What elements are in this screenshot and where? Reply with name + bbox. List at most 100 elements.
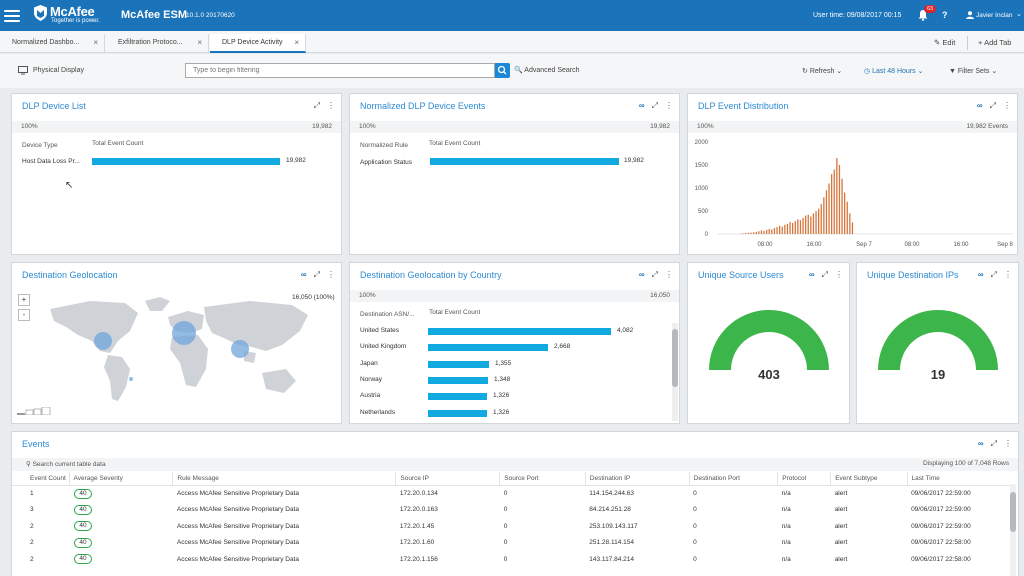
- tab-dlp-device-activity[interactable]: DLP Device Activity ×: [210, 34, 306, 53]
- column-header[interactable]: Source IP: [395, 472, 501, 486]
- distribution-bar[interactable]: [836, 158, 838, 234]
- column-header[interactable]: Total Event Count: [92, 140, 144, 147]
- column-header[interactable]: Last Time: [907, 472, 1010, 486]
- distribution-bar[interactable]: [799, 220, 802, 234]
- column-header[interactable]: Normalized Rule: [360, 142, 409, 149]
- link-icon[interactable]: ∞: [638, 270, 645, 279]
- distribution-bar[interactable]: [755, 231, 757, 234]
- distribution-bar[interactable]: [786, 223, 789, 234]
- distribution-bar[interactable]: [825, 190, 828, 234]
- distribution-bar[interactable]: [815, 211, 817, 234]
- link-icon[interactable]: ∞: [638, 101, 645, 110]
- table-row[interactable]: 2 40 Access McAfee Sensitive Proprietary D…: [12, 551, 1010, 568]
- event-count-bar[interactable]: [92, 158, 280, 165]
- distribution-bar[interactable]: [802, 217, 804, 234]
- country-label[interactable]: Japan: [360, 359, 378, 367]
- column-header[interactable]: Source Port: [499, 472, 586, 486]
- distribution-bar[interactable]: [810, 216, 812, 234]
- distribution-bar[interactable]: [849, 213, 851, 234]
- distribution-bar[interactable]: [784, 224, 786, 234]
- time-range-dropdown[interactable]: ◷ Last 48 Hours ⌄: [864, 67, 923, 75]
- table-row[interactable]: 2 40 Access McAfee Sensitive Proprietary D…: [12, 518, 1010, 535]
- expand-icon[interactable]: ⤢: [313, 270, 320, 279]
- tab-exfiltration-protocol[interactable]: Exfiltration Protoco... ×: [106, 34, 209, 53]
- expand-icon[interactable]: ⤢: [651, 101, 658, 110]
- country-label[interactable]: United States: [360, 327, 400, 334]
- close-icon[interactable]: ×: [93, 38, 98, 47]
- column-header[interactable]: Destination ASN/...: [360, 311, 415, 318]
- physical-display-label[interactable]: Physical Display: [33, 67, 84, 74]
- link-icon[interactable]: ∞: [976, 101, 983, 110]
- distribution-bar[interactable]: [742, 233, 744, 234]
- distribution-bar[interactable]: [753, 232, 755, 234]
- world-map[interactable]: [30, 289, 330, 419]
- column-header[interactable]: Device Type: [22, 142, 58, 149]
- column-header[interactable]: Rule Message: [172, 472, 397, 486]
- distribution-bar[interactable]: [846, 201, 848, 234]
- zoom-in-button[interactable]: +: [18, 294, 30, 306]
- distribution-bar[interactable]: [771, 229, 773, 234]
- filter-input[interactable]: [185, 63, 495, 78]
- distribution-bar[interactable]: [820, 204, 822, 234]
- distribution-bar[interactable]: [851, 222, 854, 235]
- distribution-bar[interactable]: [841, 178, 843, 234]
- column-header[interactable]: Total Event Count: [429, 140, 481, 147]
- more-options-icon[interactable]: ⋮: [1004, 439, 1012, 448]
- chevron-down-icon[interactable]: ⌄: [1016, 11, 1022, 18]
- column-header[interactable]: Destination IP: [585, 472, 690, 486]
- distribution-bar[interactable]: [789, 222, 791, 234]
- column-header[interactable]: Event Subtype: [830, 472, 908, 486]
- event-distribution-chart[interactable]: 2000 1500 1000 500 0 08:00 16:00 Sep 7 08:00 16:0…: [688, 134, 1019, 254]
- filter-sets-dropdown[interactable]: ▼ Filter Sets ⌄: [949, 67, 997, 75]
- link-icon[interactable]: ∞: [977, 270, 984, 279]
- distribution-bar[interactable]: [818, 208, 820, 234]
- country-bar[interactable]: [428, 393, 487, 401]
- expand-icon[interactable]: ⤢: [990, 270, 997, 279]
- distribution-bar[interactable]: [823, 197, 825, 234]
- country-bar[interactable]: [428, 360, 489, 368]
- country-label[interactable]: Austria: [360, 392, 381, 400]
- scrollbar-thumb[interactable]: [672, 329, 678, 387]
- expand-icon[interactable]: ⤢: [821, 270, 828, 279]
- country-bar[interactable]: [428, 376, 488, 384]
- more-options-icon[interactable]: ⋮: [835, 270, 843, 279]
- more-options-icon[interactable]: ⋮: [1004, 270, 1012, 279]
- country-label[interactable]: United Kingdom: [360, 343, 407, 351]
- distribution-bar[interactable]: [844, 192, 846, 234]
- expand-icon[interactable]: ⤢: [313, 101, 320, 110]
- advanced-search-link[interactable]: 🔍 Advanced Search: [514, 66, 580, 74]
- distribution-bar[interactable]: [797, 219, 799, 234]
- column-header[interactable]: Total Event Count: [429, 309, 481, 316]
- close-icon[interactable]: ×: [294, 38, 299, 47]
- distribution-bar[interactable]: [838, 165, 841, 234]
- country-bar[interactable]: [428, 344, 548, 352]
- edit-tab-button[interactable]: ✎ Edit: [934, 38, 955, 47]
- more-options-icon[interactable]: ⋮: [327, 101, 335, 110]
- column-header[interactable]: Destination Port: [689, 472, 779, 486]
- distribution-bar[interactable]: [760, 230, 763, 234]
- column-header[interactable]: Average Severity: [69, 472, 174, 486]
- distribution-bar[interactable]: [792, 222, 794, 234]
- distribution-bar[interactable]: [831, 174, 833, 234]
- distribution-bar[interactable]: [776, 227, 778, 234]
- distribution-bar[interactable]: [833, 169, 835, 234]
- row-label[interactable]: Application Status: [360, 159, 413, 166]
- help-button[interactable]: ?: [942, 10, 948, 20]
- distribution-bar[interactable]: [766, 229, 768, 234]
- table-search-input[interactable]: ⚲ Search current table data: [26, 460, 106, 468]
- distribution-bar[interactable]: [773, 228, 776, 234]
- link-icon[interactable]: ∞: [977, 439, 984, 448]
- table-row[interactable]: 3 40 Access McAfee Sensitive Proprietary D…: [12, 502, 1010, 519]
- distribution-bar[interactable]: [807, 214, 809, 234]
- distribution-bar[interactable]: [779, 225, 781, 234]
- scrollbar-track[interactable]: [672, 323, 678, 421]
- table-row[interactable]: 2 40 Access McAfee Sensitive Proprietary D…: [12, 535, 1010, 552]
- more-options-icon[interactable]: ⋮: [1003, 101, 1011, 110]
- country-bar[interactable]: [428, 328, 611, 335]
- more-options-icon[interactable]: ⋮: [665, 101, 673, 110]
- distribution-bar[interactable]: [828, 183, 830, 234]
- distribution-bar[interactable]: [758, 231, 760, 234]
- link-icon[interactable]: ∞: [808, 270, 815, 279]
- tab-normalized-dashboard[interactable]: Normalized Dashbo... ×: [0, 34, 105, 53]
- username[interactable]: Javier Inclan: [976, 12, 1013, 19]
